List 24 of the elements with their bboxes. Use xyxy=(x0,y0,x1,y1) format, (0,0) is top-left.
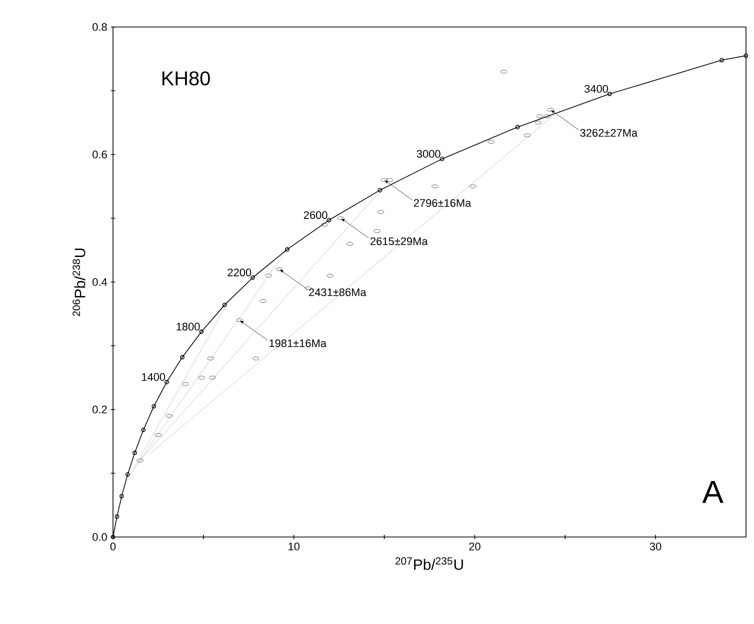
y-tick-label: 0.0 xyxy=(92,533,107,541)
x-axis-title: $^{207}$Pb/$^{235}$U xyxy=(395,557,463,570)
annotation: 2615±29Ma xyxy=(370,237,428,246)
y-axis-title: $^{206}$Pb/$^{238}$U xyxy=(72,248,86,316)
annotation: 1981±16Ma xyxy=(270,339,326,348)
y-tick-label: 0.4 xyxy=(92,278,108,286)
x-tick-label: 30 xyxy=(650,542,662,550)
annotation: 3400 xyxy=(584,84,608,93)
annotation: 2200 xyxy=(228,268,252,276)
annotation: A xyxy=(702,480,724,503)
annotation: 3000 xyxy=(416,150,440,158)
annotation: 1400 xyxy=(142,373,166,381)
annotation: 1800 xyxy=(176,322,200,331)
x-tick-label: 10 xyxy=(288,542,300,550)
x-tick-label: 20 xyxy=(469,542,480,550)
annotation: 3262±27Ma xyxy=(580,129,638,137)
annotation: 2796±16Ma xyxy=(414,199,472,207)
annotation: KH80 xyxy=(162,71,210,86)
annotation: 2431±86Ma xyxy=(309,288,366,296)
x-tick-label: 0 xyxy=(110,542,116,550)
y-tick-label: 0.2 xyxy=(92,406,107,414)
y-tick-label: 0.6 xyxy=(92,150,107,158)
annotation: 2600 xyxy=(304,211,328,219)
y-tick-label: 0.8 xyxy=(92,23,107,31)
